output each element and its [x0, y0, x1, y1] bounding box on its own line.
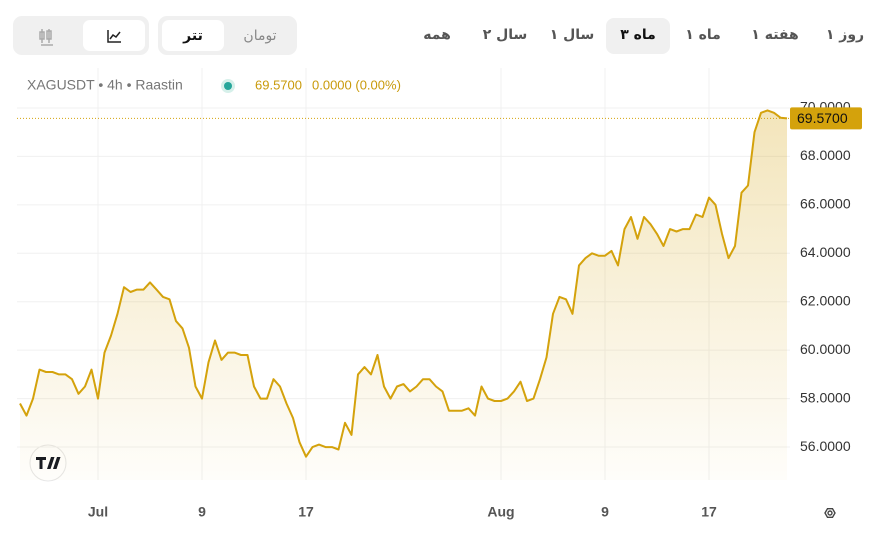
area [20, 110, 787, 481]
period-tab[interactable]: ۱ هفته [751, 27, 798, 43]
header-price: 69.5700 [255, 77, 302, 92]
y-tick-label: 60.0000 [800, 341, 851, 357]
symbol-label: XAGUSDT • 4h • Raastin [27, 77, 183, 93]
candle-icon[interactable] [39, 29, 53, 46]
x-tick-label: 17 [298, 504, 314, 520]
period-tab[interactable]: ۳ ماه [620, 27, 656, 43]
x-tick-label: Jul [88, 504, 108, 520]
line [19, 109, 788, 458]
status-dot [224, 82, 232, 90]
y-tick-label: 58.0000 [800, 389, 851, 405]
y-tick-label: 62.0000 [800, 292, 851, 308]
x-tick-label: 9 [601, 504, 609, 520]
y-tick-label: 68.0000 [800, 147, 851, 163]
header-change: 0.0000 (0.00%) [312, 77, 401, 92]
last-price-label: 69.5700 [797, 110, 848, 126]
period-tab[interactable]: همه [423, 27, 451, 43]
settings-icon[interactable] [824, 508, 836, 518]
period-tab[interactable]: ۲ سال [483, 27, 528, 43]
x-tick-label: 9 [198, 504, 206, 520]
currency-tab[interactable]: تتر [182, 28, 203, 44]
plot: 56.0000 58.0000 60.0000 62.0000 64.0000 66.00… [17, 68, 862, 520]
last-price-tag [790, 107, 862, 130]
y-tick-label: 56.0000 [800, 438, 851, 454]
period-tab[interactable]: ۱ ماه [685, 27, 721, 43]
active-currency-bg [162, 20, 224, 51]
currency-tab[interactable]: تومان [243, 28, 276, 44]
y-tick-label: 66.0000 [800, 196, 851, 212]
line-icon[interactable] [107, 30, 121, 43]
period-tab[interactable]: ۱ سال [550, 27, 595, 43]
y-tick-label: 64.0000 [800, 244, 851, 260]
active-tab-bg [606, 18, 670, 54]
x-tick-label: Aug [487, 504, 514, 520]
period-tab[interactable]: ۱ روز [826, 27, 864, 43]
x-tick-label: 17 [701, 504, 717, 520]
